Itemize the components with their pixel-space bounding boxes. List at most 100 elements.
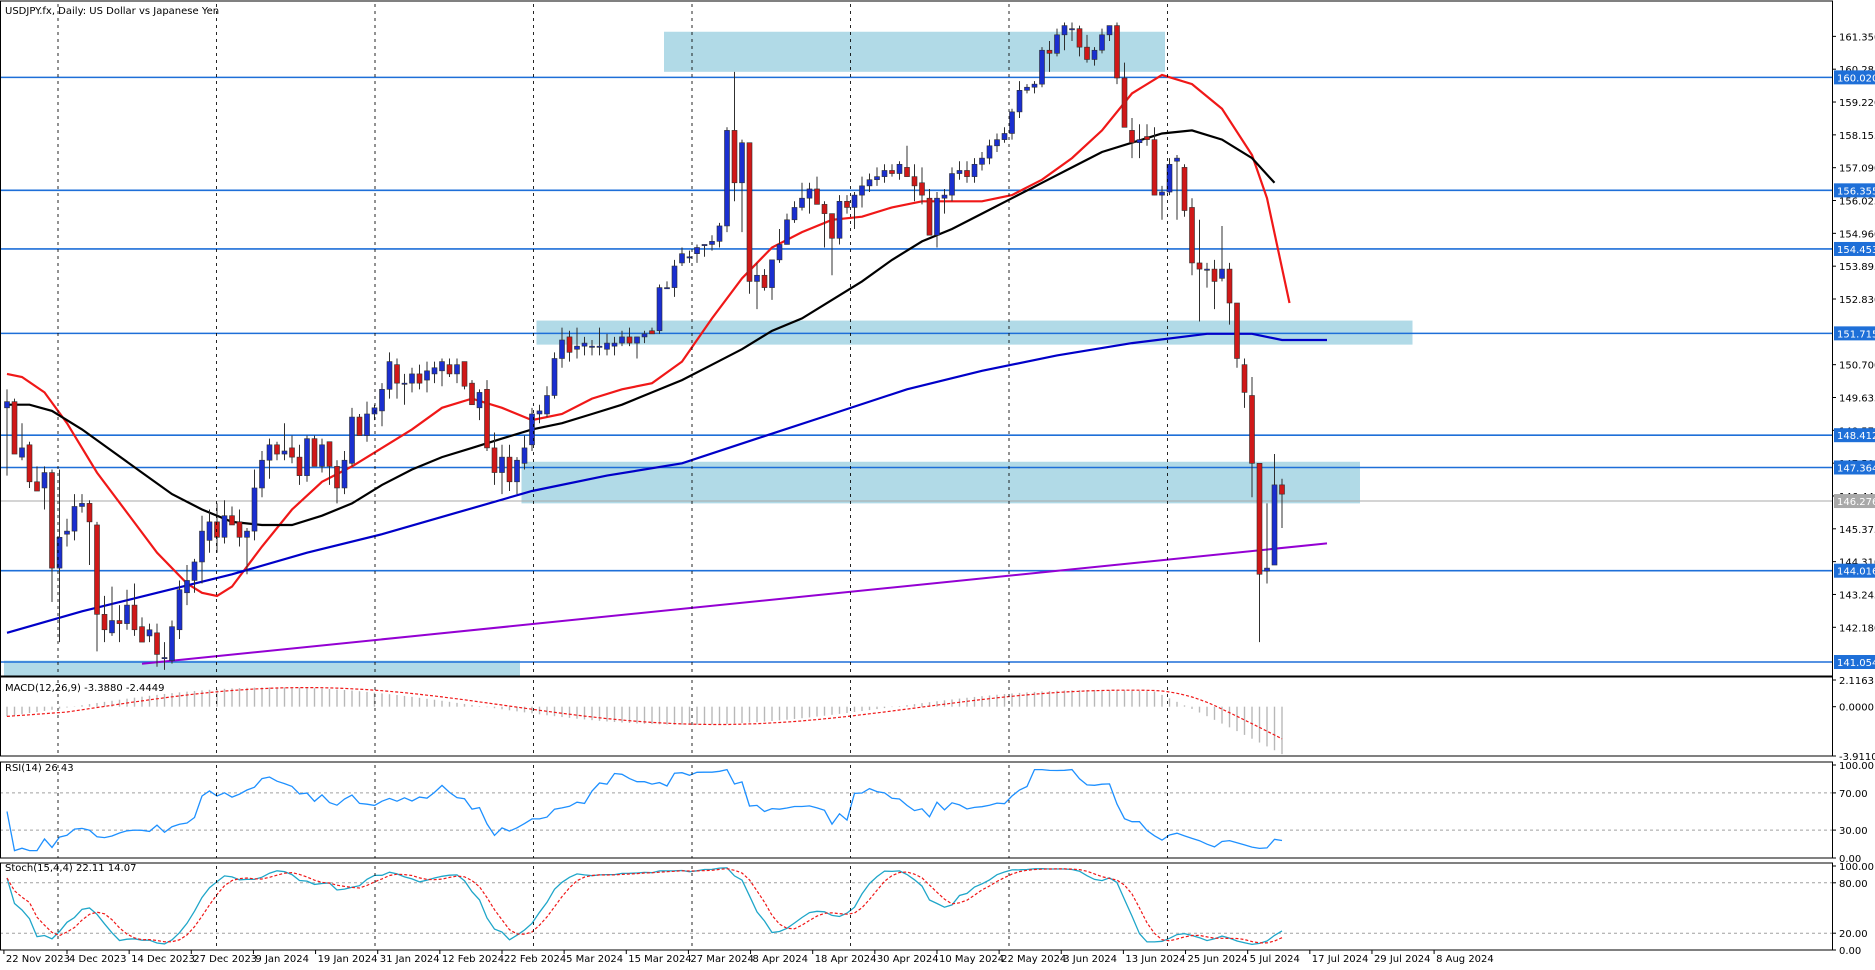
candle: [964, 161, 970, 183]
candle: [386, 352, 393, 399]
candle: [1114, 22, 1120, 85]
candle-body: [649, 330, 655, 335]
candle: [124, 589, 130, 630]
candle: [881, 164, 888, 183]
candle-body: [491, 447, 498, 473]
rsi-title: RSI(14) 26.43: [5, 763, 74, 774]
candle: [911, 164, 918, 202]
candle: [724, 127, 730, 233]
candle-body: [439, 361, 445, 372]
candle: [71, 494, 78, 541]
candle: [1069, 22, 1075, 41]
candle: [1181, 164, 1188, 217]
candle-body: [484, 389, 490, 449]
candle-body: [851, 194, 858, 208]
candle-body: [1151, 139, 1158, 196]
candle-body: [1204, 268, 1210, 271]
x-tick-label: 8 Apr 2024: [753, 954, 808, 965]
candle-body: [769, 259, 775, 288]
candle-body: [469, 382, 475, 406]
candle: [814, 176, 820, 205]
x-tick-label: 5 Mar 2024: [566, 954, 623, 965]
candle: [919, 167, 925, 205]
candle: [671, 259, 678, 297]
y-tick-label: 152.830: [1839, 295, 1875, 306]
candle-body: [521, 447, 528, 464]
candle-body: [1264, 567, 1270, 572]
candle: [281, 423, 288, 461]
y-tick-label: 153.895: [1839, 262, 1875, 273]
candle-body: [154, 632, 160, 655]
candle-body: [701, 244, 708, 246]
y-tick-label: 144.310: [1839, 558, 1875, 569]
x-tick-label: 25 Jun 2024: [1188, 954, 1248, 965]
candle-body: [79, 503, 85, 507]
candle: [266, 438, 273, 479]
candle: [229, 506, 235, 526]
candle-body: [1099, 34, 1105, 51]
y-tick-label: 154.960: [1839, 229, 1875, 240]
candle-body: [431, 367, 438, 375]
candle-body: [904, 167, 910, 177]
candle: [1174, 155, 1180, 220]
candle-body: [784, 219, 790, 245]
x-tick-label: 18 Apr 2024: [815, 954, 877, 965]
candle-body: [379, 389, 385, 412]
macd-tick-label: 2.1163: [1839, 676, 1874, 687]
y-tick-label: 149.635: [1839, 393, 1875, 404]
candle: [221, 500, 228, 544]
candle-body: [1249, 395, 1255, 464]
candle: [641, 330, 648, 344]
candle-body: [244, 530, 250, 538]
candle: [146, 623, 153, 643]
rsi-tick-label: 30.00: [1839, 826, 1868, 837]
candle: [859, 176, 865, 208]
candle-body: [761, 274, 768, 288]
candle: [1219, 225, 1225, 282]
candle-body: [341, 459, 348, 489]
price-tag-bg: [1834, 183, 1875, 198]
candle-body: [259, 459, 265, 489]
candle: [1106, 25, 1113, 41]
candle-body: [1091, 49, 1098, 60]
candle-body: [994, 139, 1000, 147]
price-tag-label: 148.412: [1837, 431, 1875, 442]
candle: [379, 383, 385, 427]
candle-body: [911, 176, 918, 187]
rsi-tick-label: 0.00: [1839, 854, 1861, 865]
candle-body: [334, 466, 340, 489]
candle-body: [356, 416, 363, 436]
candle-body: [529, 413, 535, 446]
candle: [341, 450, 348, 495]
price-tag-bg: [1834, 70, 1875, 85]
candle: [994, 133, 1000, 152]
candle: [769, 259, 775, 300]
candle-body: [11, 401, 18, 455]
candle: [521, 435, 528, 470]
candle-body: [424, 370, 430, 381]
candle-body: [4, 401, 10, 409]
candle-body: [559, 339, 565, 359]
candle-body: [1241, 364, 1248, 393]
candle: [544, 386, 550, 418]
candle: [334, 460, 340, 504]
candle: [1046, 40, 1053, 72]
candle: [139, 617, 145, 643]
candle: [251, 469, 258, 541]
x-tick-label: 27 Dec 2023: [193, 954, 257, 965]
candle: [394, 358, 400, 399]
candle-body: [1271, 484, 1278, 566]
candle-body: [1136, 139, 1143, 144]
candle: [319, 438, 325, 473]
candle-body: [1181, 167, 1188, 211]
candle-body: [551, 358, 558, 396]
candle-body: [34, 481, 40, 492]
candle: [1151, 127, 1158, 196]
candle: [4, 389, 10, 476]
candle-body: [709, 241, 715, 245]
candle-body: [326, 441, 333, 467]
candle: [491, 432, 498, 485]
candle-body: [251, 487, 258, 532]
candle-body: [319, 444, 325, 467]
